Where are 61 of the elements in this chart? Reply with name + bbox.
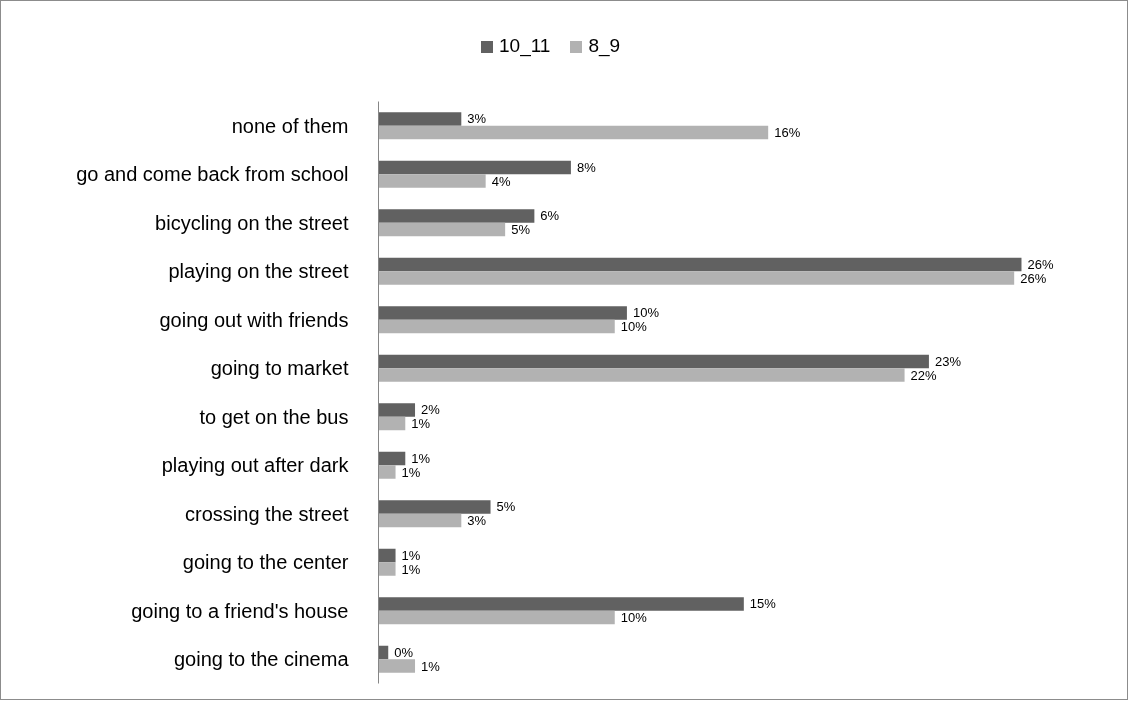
bar	[378, 112, 462, 126]
data-label: 5%	[496, 499, 516, 515]
y-tick-label: playing out after dark	[161, 454, 350, 477]
data-label: 26%	[1020, 270, 1047, 286]
data-label: 5%	[511, 222, 531, 238]
data-label: 1%	[401, 561, 421, 577]
data-label: 0%	[394, 644, 414, 660]
data-label: 15%	[749, 596, 777, 612]
y-tick-label: going to a friend's house	[131, 599, 349, 622]
data-label: 22%	[910, 367, 938, 383]
bar	[378, 465, 396, 479]
bar	[378, 319, 615, 334]
data-label: 10%	[632, 305, 660, 321]
data-label: 1%	[401, 464, 421, 480]
bar	[378, 160, 571, 175]
data-label: 16%	[774, 125, 801, 141]
bar	[378, 306, 627, 320]
data-label: 26%	[1027, 256, 1054, 272]
bar	[378, 257, 1022, 272]
bar	[378, 354, 929, 369]
data-label: 2%	[421, 402, 441, 418]
data-label: 1%	[401, 547, 421, 563]
y-tick-label: going out with friends	[159, 308, 349, 331]
data-label: 6%	[540, 208, 560, 224]
data-label: 1%	[421, 658, 441, 674]
bar	[378, 562, 396, 576]
data-label: 1%	[411, 450, 431, 466]
data-label: 10%	[620, 319, 648, 335]
y-tick-label: going to market	[210, 357, 349, 380]
bar	[378, 548, 396, 563]
data-label: 4%	[491, 173, 511, 189]
y-tick-label: bicycling on the street	[155, 211, 349, 234]
data-label: 23%	[934, 353, 962, 369]
y-tick-label: to get on the bus	[199, 405, 349, 428]
bar	[378, 451, 406, 466]
bar	[378, 416, 406, 431]
data-label: 8%	[576, 159, 597, 175]
bar	[378, 610, 615, 625]
bar	[378, 271, 1015, 285]
data-label: 1%	[411, 416, 431, 432]
legend-label: 8_9	[588, 35, 621, 57]
bar	[378, 209, 535, 223]
bar	[378, 368, 905, 382]
bar	[378, 125, 769, 140]
bar	[378, 597, 744, 611]
bar	[378, 500, 491, 514]
y-tick-label: go and come back from school	[76, 163, 349, 186]
data-label: 3%	[467, 111, 487, 127]
y-tick-label: going to the cinema	[173, 648, 350, 671]
bar	[378, 659, 416, 673]
y-tick-label: playing on the street	[168, 260, 349, 283]
legend-label: 10_11	[499, 35, 551, 57]
bar	[378, 222, 506, 237]
y-tick-label: crossing the street	[185, 502, 349, 525]
bar	[378, 513, 462, 528]
bar	[378, 174, 486, 188]
data-label: 10%	[620, 610, 648, 626]
y-tick-label: going to the center	[182, 551, 349, 574]
bar	[378, 403, 416, 417]
data-label: 3%	[467, 513, 487, 529]
y-tick-label: none of them	[231, 114, 349, 137]
